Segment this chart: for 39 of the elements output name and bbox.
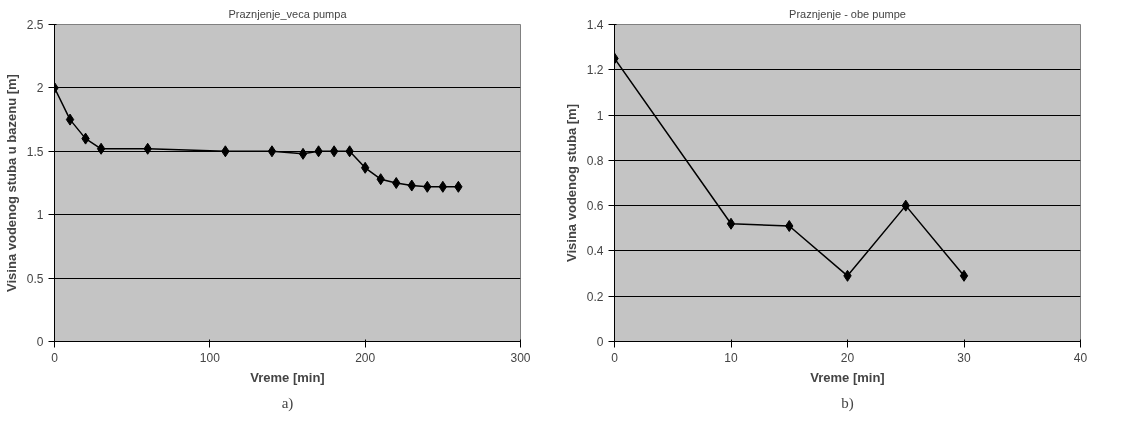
y-axis-title: Visina vodenog stuba u bazenu [m] <box>3 74 19 292</box>
point <box>298 147 308 160</box>
point <box>392 177 401 189</box>
x-tick-label: 10 <box>724 350 738 365</box>
y-tick-label: 0 <box>36 335 44 349</box>
y-tick-label: 1.5 <box>26 144 44 159</box>
point <box>267 145 277 158</box>
y-tick-label: 0.6 <box>586 199 604 214</box>
chart-title: Praznjenje_veca pumpa <box>228 7 348 20</box>
x-tick-label: 200 <box>355 350 376 365</box>
text: a) <box>281 394 294 412</box>
y-tick-label: 0.2 <box>586 289 604 304</box>
y-tick-label: 0.8 <box>586 153 604 168</box>
y-tick-label: 0.4 <box>586 244 604 259</box>
point <box>329 145 339 158</box>
x-tick-label: 40 <box>1073 350 1088 365</box>
y-tick-label: 0.5 <box>26 271 44 286</box>
x-tick-label: 0 <box>51 350 59 365</box>
point <box>96 142 106 155</box>
y-tick-label: 2.5 <box>26 18 44 32</box>
point <box>726 217 736 230</box>
x-tick-label: 0 <box>611 350 619 365</box>
y-tick-label: 1 <box>596 108 604 123</box>
chart-title: Praznjenje - obe pumpe <box>789 7 906 20</box>
y-tick-label: 2 <box>36 81 44 96</box>
text: b) <box>841 394 854 412</box>
point <box>959 269 969 282</box>
y-tick-label: 1.2 <box>586 63 604 78</box>
x-axis-title: Vreme [min] <box>250 369 325 385</box>
x-tick-label: 300 <box>510 350 531 365</box>
x-tick-label: 30 <box>957 350 971 365</box>
y-axis-title: Visina vodenog stuba [m] <box>563 104 579 262</box>
y-tick-label: 1 <box>36 208 44 223</box>
y-tick-label: 0 <box>596 335 604 349</box>
x-axis-title: Vreme [min] <box>810 369 885 385</box>
x-tick-label: 20 <box>840 350 855 365</box>
point <box>65 113 75 126</box>
y-tick-label: 1.4 <box>586 18 604 32</box>
x-tick-label: 100 <box>199 350 221 365</box>
